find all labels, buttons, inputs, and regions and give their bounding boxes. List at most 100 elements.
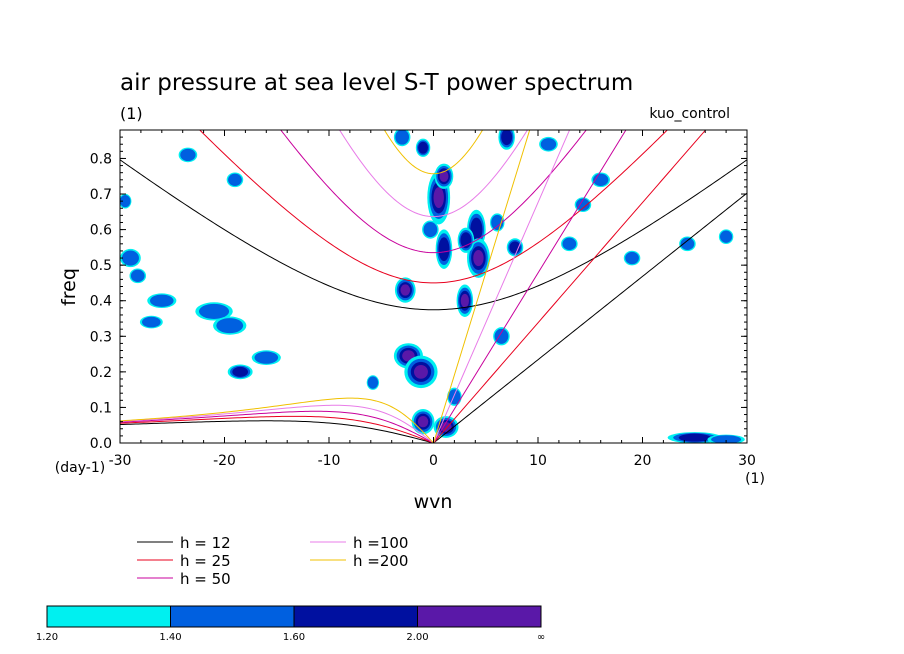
contour-blob [227,364,253,380]
contour-blob [213,316,247,335]
x-tick-label: 20 [634,453,652,469]
contour-blob [394,277,416,303]
contour-fill-level-2 [150,294,174,307]
contour-fill-level-4 [440,421,452,433]
contour-fill-level-3 [438,237,450,262]
contour-fill-level-2 [180,148,196,162]
contour-blob [493,327,510,346]
legend-label: h = 12 [180,534,231,552]
legend-item: h = 50 [137,570,231,588]
contour-fill-level-2 [228,173,242,186]
contour-blob [415,138,431,157]
contour-blob [411,408,435,435]
power-contours [120,130,745,443]
colorbar-swatch [46,605,171,628]
y-unit-label: (day-1) [55,460,105,476]
contour-fill-level-2 [367,376,379,389]
contour-fill-level-2 [448,389,461,405]
y-tick: 0.0 [90,436,747,452]
dispersion-h-100 [120,130,571,443]
gravity-curve [338,130,529,218]
contour-fill-level-2 [395,130,410,145]
contour-blob [467,238,490,278]
contour-blob [506,238,524,257]
contour-fill-level-2 [576,198,590,211]
subtitle-right: kuo_control [649,106,730,122]
legend-item: h =200 [310,552,408,570]
contour-fill-level-2 [625,251,639,265]
contour-blob [120,248,141,268]
contour-blob [591,172,611,188]
contour-fill-level-2 [254,351,279,364]
contour-blob [679,236,696,252]
kelvin-curve [433,130,707,443]
contour-fill-level-2 [423,222,438,238]
axis-ticks: -30 -20 -10 0 10 20 30 0.0 0.1 0.2 0.3 0.4 0.5 0.6 0.7… [90,130,756,469]
y-tick-label: 0.7 [90,187,112,203]
contour-fill-level-3 [501,130,513,146]
x-tick-label: -20 [213,453,236,469]
contour-fill-level-2 [121,250,139,266]
contour-blob [539,136,558,152]
contour-fill-level-4 [460,293,469,308]
dispersion-h-200 [120,130,531,443]
legend-label: h =100 [353,534,408,552]
legend-item: h = 25 [137,552,231,570]
dispersion-h-50 [120,130,627,443]
colorbar-label: ∞ [537,632,545,643]
contour-fill-level-4 [473,249,484,267]
contour-fill-level-2 [120,194,131,208]
contour-blob [561,236,578,252]
contour-blob [434,163,454,189]
y-tick-label: 0.0 [90,436,112,452]
kelvin-curve [433,130,531,443]
dispersion-curves [120,130,747,443]
legend-label: h = 25 [180,552,231,570]
x-axis-label: wvn [414,491,453,513]
x-tick-label: 10 [529,453,547,469]
x-tick-label: -10 [318,453,341,469]
contour-blob [447,387,462,406]
rossby-curve [120,410,434,443]
contour-blob [129,268,147,284]
contour-blob [404,355,438,389]
contour-blob [457,227,475,253]
rossby-curve [120,415,434,443]
subtitle-left: (1) [120,104,143,123]
chart-title: air pressure at sea level S-T power spec… [120,70,633,96]
x-tick: 20 [634,130,652,469]
contour-fill-level-4 [433,187,444,209]
colorbar-label: 1.60 [283,632,305,643]
colorbar-label: 2.00 [406,632,428,643]
colorbar-swatch [170,605,295,628]
y-tick: 0.3 [90,329,747,345]
contour-blob [422,220,439,239]
kelvin-curve [433,192,747,443]
gravity-curve [383,130,484,175]
contour-fill-level-2 [680,237,695,250]
contour-fill-level-4 [417,416,429,428]
contour-blob [456,284,474,317]
y-tick-label: 0.2 [90,365,112,381]
contour-fill-level-2 [720,230,733,243]
rossby-curve [120,420,434,443]
contour-fill-level-2 [130,269,145,282]
contour-blob [178,147,198,163]
contour-blob [251,350,281,365]
contour-blob [226,172,244,188]
contour-fill-level-2 [494,328,509,344]
contour-fill-level-4 [400,284,411,296]
contour-fill-level-2 [711,435,742,443]
colorbar-label: 1.20 [36,632,58,643]
gravity-curve [280,130,587,254]
x-tick-label: -30 [109,453,132,469]
y-tick-label: 0.4 [90,294,112,310]
kelvin-curve [433,130,571,443]
contour-fill-level-2 [562,237,577,250]
kelvin-curve [433,130,627,443]
colorbar: 1.20 1.40 1.60 2.00 ∞ [36,605,545,643]
contour-fill-level-3 [232,366,249,377]
contour-blob [498,130,515,150]
y-tick-label: 0.1 [90,400,112,416]
